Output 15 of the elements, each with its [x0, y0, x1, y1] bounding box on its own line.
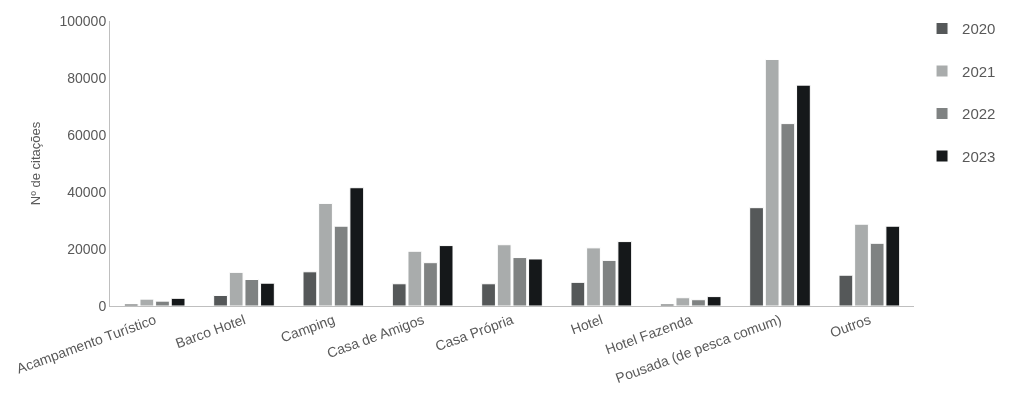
legend-label: 2021: [962, 62, 996, 80]
y-axis-title: Nº de citações: [28, 121, 44, 206]
y-tick-label: 100000: [59, 12, 107, 29]
y-tick-label: 80000: [67, 69, 107, 86]
legend-label: 2020: [962, 20, 996, 38]
y-tick-label: 40000: [67, 183, 107, 200]
legend-label: 2023: [962, 147, 996, 165]
x-tick-label: Outros: [827, 311, 873, 341]
legend-label: 2022: [962, 105, 996, 123]
x-tick-label: Barco Hotel: [173, 311, 248, 352]
y-tick-label: 0: [98, 297, 107, 314]
y-tick-label: 60000: [67, 126, 107, 143]
x-tick-label: Casa Própria: [433, 311, 516, 355]
x-tick-label: Hotel: [568, 311, 605, 338]
y-tick-label: 20000: [67, 240, 107, 257]
